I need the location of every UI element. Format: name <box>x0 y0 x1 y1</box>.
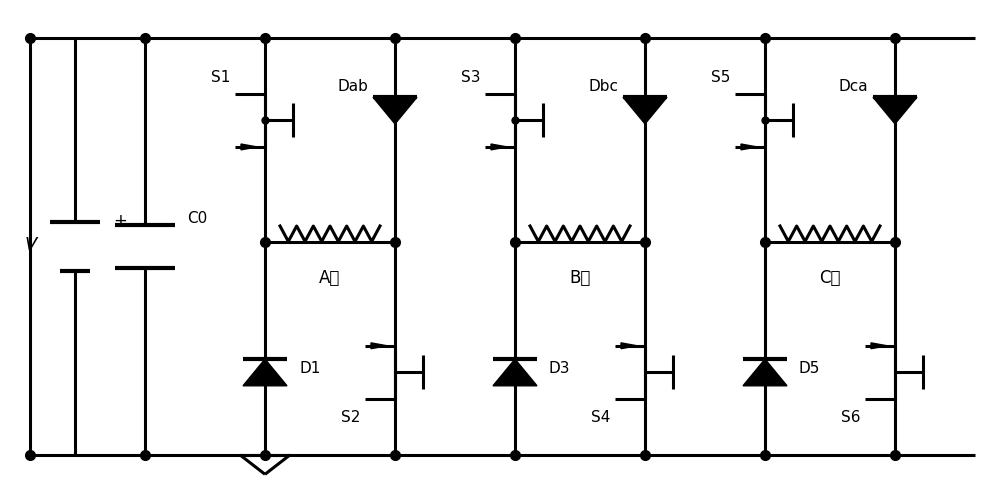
Text: S1: S1 <box>211 70 230 85</box>
Text: D1: D1 <box>299 361 320 375</box>
Polygon shape <box>743 359 787 386</box>
Polygon shape <box>373 98 417 125</box>
Polygon shape <box>241 145 257 151</box>
Text: +: + <box>113 211 127 229</box>
Text: D5: D5 <box>799 361 820 375</box>
Polygon shape <box>243 359 287 386</box>
Text: C0: C0 <box>187 210 207 225</box>
Polygon shape <box>493 359 537 386</box>
Text: S4: S4 <box>591 409 610 424</box>
Text: S5: S5 <box>711 70 730 85</box>
Polygon shape <box>491 145 507 151</box>
Text: D3: D3 <box>549 361 570 375</box>
Text: Dab: Dab <box>337 78 368 93</box>
Polygon shape <box>371 343 387 349</box>
Text: Dbc: Dbc <box>588 78 618 93</box>
Polygon shape <box>873 98 917 125</box>
Polygon shape <box>741 145 757 151</box>
Text: B相: B相 <box>569 269 591 287</box>
Text: S2: S2 <box>341 409 360 424</box>
Text: S3: S3 <box>460 70 480 85</box>
Text: S6: S6 <box>840 409 860 424</box>
Text: C相: C相 <box>819 269 841 287</box>
Text: Dca: Dca <box>838 78 868 93</box>
Text: V: V <box>25 235 37 254</box>
Text: A相: A相 <box>319 269 341 287</box>
Polygon shape <box>621 343 637 349</box>
Polygon shape <box>623 98 667 125</box>
Polygon shape <box>871 343 887 349</box>
